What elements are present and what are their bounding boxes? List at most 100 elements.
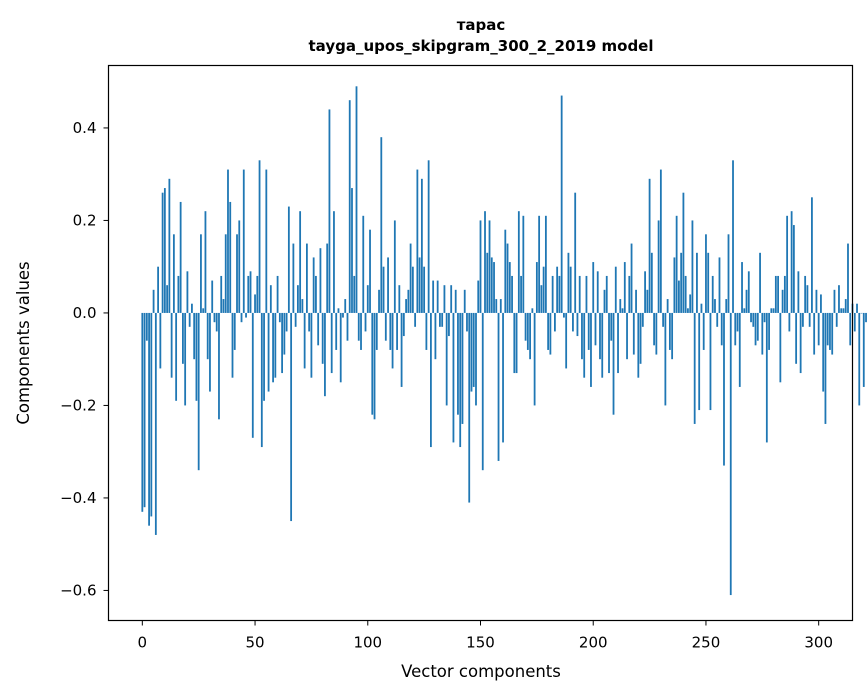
bar-29 [206,312,209,360]
bar-245 [693,312,696,424]
x-tick-label: 50 [245,634,264,652]
bar-273 [756,312,759,341]
bar-209 [612,312,615,415]
bar-99 [364,312,367,332]
bar-11 [166,285,169,313]
bar-151 [481,312,484,471]
bar-161 [504,229,507,313]
bar-133 [441,312,444,327]
bar-100 [366,285,369,313]
bar-80 [321,312,324,364]
bar-201 [594,312,597,346]
bar-67 [292,243,295,313]
bar-182 [551,275,554,313]
bar-27 [202,308,205,313]
bar-104 [375,312,378,350]
bar-265 [738,312,741,387]
bar-172 [529,312,531,360]
chart-title-line1: тарас [457,16,506,34]
bar-199 [590,312,592,387]
bar-107 [382,266,385,313]
bar-12 [168,178,171,313]
bar-38 [227,169,229,313]
bar-186 [560,95,563,313]
bar-94 [353,275,356,313]
bar-111 [391,312,394,369]
bar-210 [614,266,617,313]
bar-81 [324,312,326,397]
bar-41 [233,312,236,350]
y-tick-label: −0.2 [60,396,96,414]
bar-3 [148,312,150,526]
bar-237 [675,215,678,313]
bar-103 [373,312,376,420]
bar-177 [540,285,543,313]
bar-121 [414,312,417,327]
bar-240 [682,192,685,313]
bar-113 [396,312,398,350]
bar-220 [637,312,640,378]
bar-33 [215,312,218,332]
bar-135 [445,312,448,406]
bar-283 [779,312,782,383]
bar-243 [689,294,692,313]
bar-263 [734,312,737,346]
bar-32 [213,312,216,323]
bar-31 [211,280,214,313]
bar-117 [405,299,407,313]
bar-139 [454,289,457,313]
bar-118 [407,289,410,313]
bar-78 [317,312,320,346]
bar-51 [256,275,259,313]
bar-226 [650,252,653,313]
bar-34 [218,312,220,420]
bar-52 [258,160,261,313]
bar-19 [184,312,187,406]
bar-28 [204,211,207,313]
bar-156 [493,262,495,313]
bar-257 [720,312,723,346]
bar-258 [723,312,725,466]
bar-248 [700,303,703,313]
bar-40 [231,312,234,378]
bar-304 [826,312,829,346]
bar-232 [664,312,667,406]
bar-249 [702,312,705,350]
bar-246 [696,252,698,313]
bar-21 [188,312,191,327]
bar-198 [587,312,590,350]
bar-86 [335,312,338,350]
y-tick-label: −0.4 [60,489,96,507]
bar-214 [623,262,626,313]
bar-98 [362,215,365,313]
bar-309 [838,285,840,313]
bar-106 [380,137,383,313]
bar-9 [161,192,164,313]
bar-134 [443,285,446,313]
bar-169 [522,215,525,313]
bar-229 [657,220,660,313]
bar-24 [195,312,198,401]
bar-279 [770,308,773,313]
bar-116 [402,312,405,337]
bar-142 [461,312,464,424]
bar-4 [150,312,153,517]
bar-127 [427,160,430,313]
bar-317 [856,303,858,313]
bar-250 [705,234,707,313]
bar-170 [524,312,527,341]
bar-71 [301,299,304,313]
bar-140 [457,312,459,415]
bar-233 [666,299,669,313]
bar-179 [544,215,547,313]
bar-44 [240,312,243,323]
bar-46 [245,312,247,318]
bar-83 [328,109,331,313]
bar-303 [824,312,827,424]
bar-178 [542,266,545,313]
bar-58 [272,312,274,383]
bar-73 [306,243,308,313]
bar-268 [745,289,748,313]
bar-234 [668,312,671,350]
